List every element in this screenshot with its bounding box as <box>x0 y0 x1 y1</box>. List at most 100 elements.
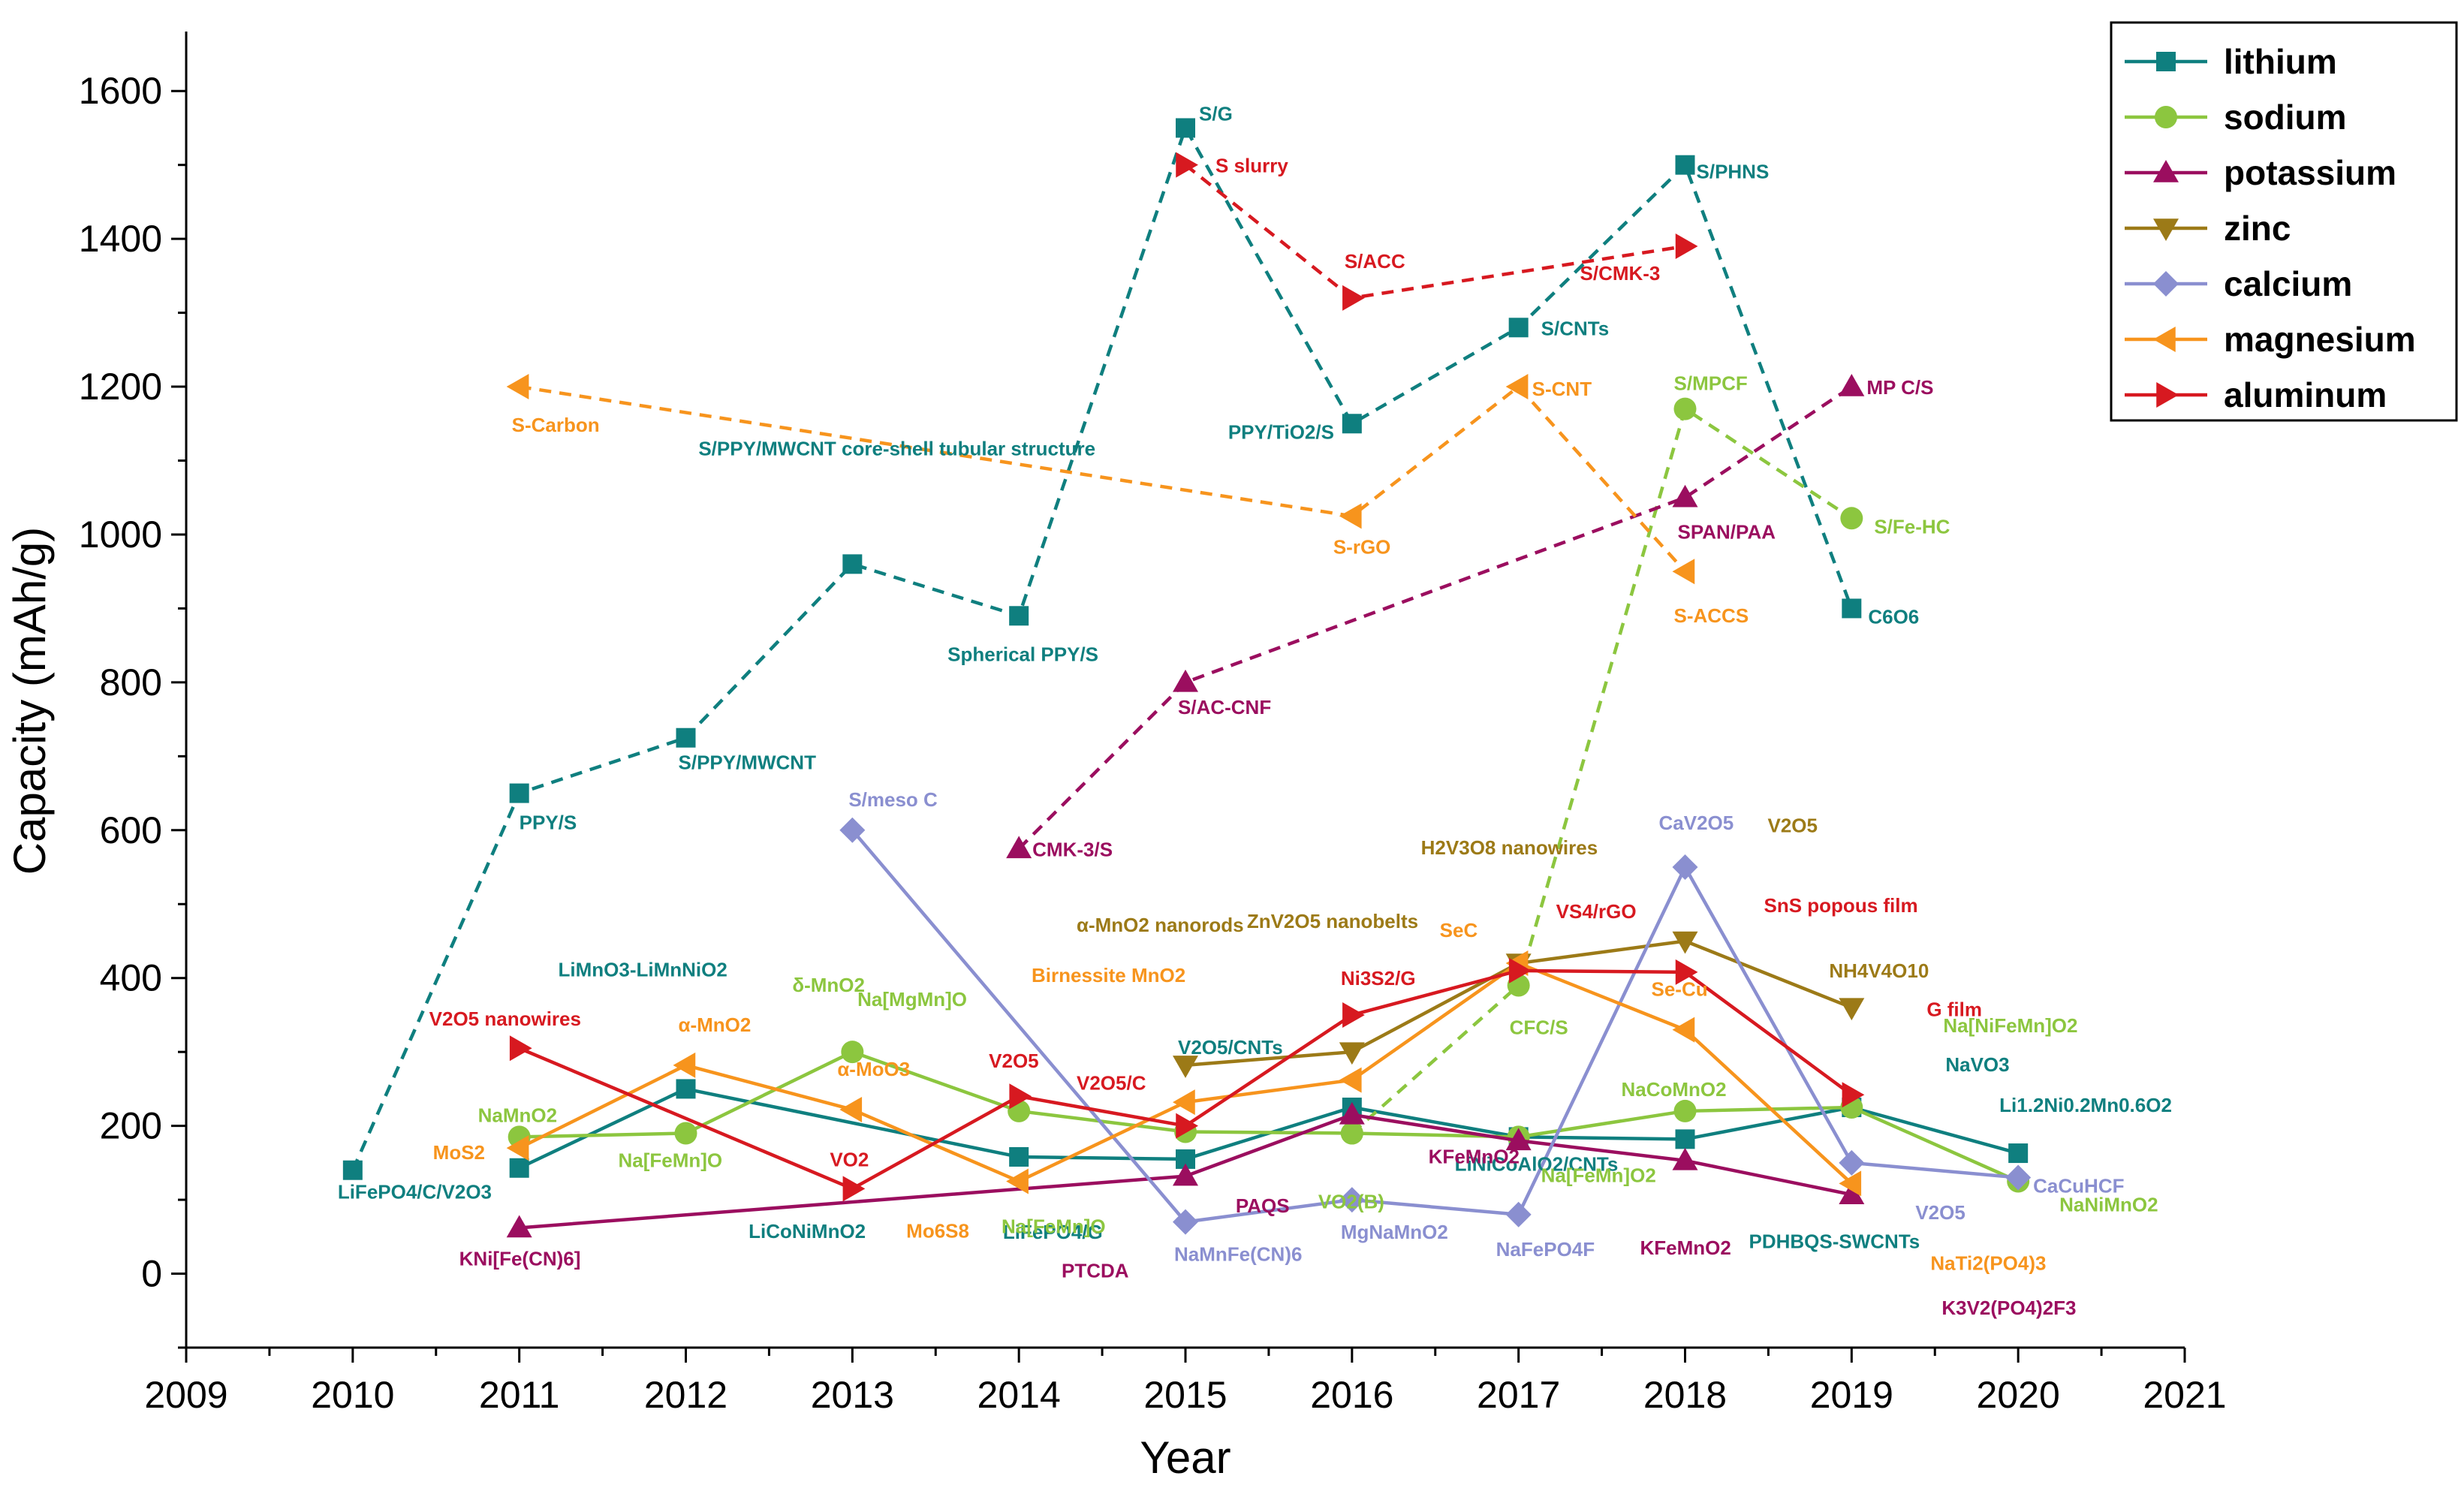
data-point-lithium <box>509 1158 529 1178</box>
data-point-aluminum <box>1342 1002 1365 1028</box>
data-point-lithium <box>1176 118 1195 138</box>
data-point-lithium <box>342 1160 363 1180</box>
series-line-potassium <box>519 1113 1852 1230</box>
data-label: S-rGO <box>1333 535 1391 558</box>
data-label: NaMnFe(CN)6 <box>1174 1243 1302 1266</box>
legend-item-calcium: calcium <box>2125 264 2352 303</box>
series-calcium <box>839 817 2032 1235</box>
data-point-calcium <box>1173 1209 1198 1235</box>
data-label: S/meso C <box>848 788 938 811</box>
data-label: NaCoMnO2 <box>1622 1078 1727 1101</box>
y-tick-label: 800 <box>100 661 162 703</box>
data-point-sodium <box>1340 1122 1363 1145</box>
data-label: Se-Cu <box>1652 978 1708 1001</box>
data-point-calcium <box>1839 1149 1865 1176</box>
data-label: SPAN/PAA <box>1678 521 1776 544</box>
data-point-magnesium <box>1173 1089 1195 1116</box>
data-label: S/PPY/MWCNT <box>679 752 817 774</box>
data-point-sodium <box>841 1041 864 1064</box>
legend-label: potassium <box>2224 153 2396 192</box>
legend-marker-zinc <box>2153 218 2179 241</box>
data-point-lithium <box>1009 606 1029 626</box>
data-label: PDHBQS-SWCNTs <box>1749 1230 1920 1252</box>
x-tick-label: 2014 <box>977 1374 1061 1416</box>
data-point-lithium <box>1842 598 1862 619</box>
x-tick-label: 2009 <box>144 1374 227 1416</box>
legend-marker-aluminum <box>2156 382 2179 408</box>
data-label: VO2 <box>830 1148 869 1170</box>
data-point-zinc <box>1672 931 1698 954</box>
data-labels: LiFePO4/C/V2O3 PPY/S S/PPY/MWCNT S/PPY/MWCN… <box>338 102 2172 1319</box>
y-tick-label: 400 <box>100 957 162 999</box>
data-label: Na[MgMn]O <box>857 988 967 1011</box>
data-label: NaMnO2 <box>478 1104 557 1126</box>
data-point-aluminum <box>1176 152 1198 178</box>
series-sodium <box>508 397 2030 1193</box>
data-point-calcium <box>839 817 866 843</box>
data-label: α-MnO2 nanorods <box>1077 914 1244 936</box>
data-label: V2O5 <box>989 1050 1039 1072</box>
data-label: Birnessite MnO2 <box>1032 964 1185 986</box>
data-label: LiFePO4/C/V2O3 <box>338 1181 492 1203</box>
series-line-magnesium <box>519 384 1687 573</box>
legend-label: magnesium <box>2224 320 2416 359</box>
data-label: NH4V4O10 <box>1829 959 1929 982</box>
data-label: SeC <box>1440 919 1478 941</box>
y-tick-label: 0 <box>141 1253 162 1295</box>
data-point-sodium <box>1673 397 1697 420</box>
data-label: C6O6 <box>1868 605 1919 628</box>
data-point-aluminum <box>1675 233 1698 259</box>
data-point-lithium <box>1675 1129 1695 1149</box>
legend-label: lithium <box>2224 42 2337 81</box>
data-point-aluminum <box>1342 285 1365 311</box>
data-point-magnesium <box>1839 1170 1862 1197</box>
data-label: S-ACCS <box>1674 604 1749 627</box>
data-point-calcium <box>1672 854 1698 881</box>
data-point-potassium <box>1173 669 1198 692</box>
series-potassium <box>506 374 1865 1238</box>
data-point-magnesium <box>1006 1168 1029 1194</box>
data-label: Na[FeMn]O <box>619 1149 723 1171</box>
x-tick-label: 2021 <box>2143 1374 2226 1416</box>
x-tick-label: 2019 <box>1810 1374 1893 1416</box>
data-label: G film <box>1926 998 1982 1020</box>
legend-item-sodium: sodium <box>2125 98 2347 137</box>
legend-item-potassium: potassium <box>2125 153 2396 192</box>
x-tick-label: 2018 <box>1643 1374 1727 1416</box>
data-point-potassium <box>1006 836 1032 859</box>
data-point-aluminum <box>842 1176 866 1202</box>
data-label: SnS popous film <box>1764 894 1918 917</box>
data-label: V2O5/C <box>1077 1072 1146 1095</box>
data-label: Na[FeMn]O <box>1002 1215 1106 1238</box>
data-label: S/ACC <box>1345 250 1405 273</box>
data-point-magnesium <box>1339 503 1362 529</box>
data-point-magnesium <box>1505 374 1529 400</box>
legend-item-magnesium: magnesium <box>2125 320 2416 359</box>
data-label: Li1.2Ni0.2Mn0.6O2 <box>1999 1094 2172 1116</box>
data-label: S/CMK-3 <box>1580 262 1661 285</box>
legend-label: aluminum <box>2224 375 2387 414</box>
x-tick-label: 2013 <box>811 1374 894 1416</box>
legend-marker-magnesium <box>2153 327 2176 352</box>
data-point-lithium <box>676 1079 696 1099</box>
data-label: CFC/S <box>1510 1017 1568 1039</box>
data-label: H2V3O8 nanowires <box>1421 836 1598 859</box>
data-label: LiCoNiMnO2 <box>749 1220 866 1243</box>
data-label: Mo6S8 <box>906 1219 969 1242</box>
x-tick-label: 2015 <box>1143 1374 1227 1416</box>
data-point-potassium <box>1839 1182 1865 1204</box>
data-label: VS4/rGO <box>1556 900 1637 923</box>
data-label: NaNiMnO2 <box>2059 1193 2158 1215</box>
data-point-lithium <box>1342 414 1362 434</box>
data-label: NaTi2(PO4)3 <box>1930 1252 2046 1274</box>
data-label: S/PHNS <box>1697 161 1770 183</box>
data-label: VO2(B) <box>1318 1190 1384 1212</box>
data-label: S/MPCF <box>1674 372 1748 395</box>
data-label: Na[NiFeMn]O2 <box>1943 1014 2077 1037</box>
data-label: α-MoO3 <box>837 1058 910 1080</box>
y-tick-label: 200 <box>100 1105 162 1147</box>
data-point-calcium <box>1505 1201 1532 1227</box>
data-label: KNi[Fe(CN)6] <box>459 1247 581 1270</box>
legend-item-aluminum: aluminum <box>2125 375 2387 414</box>
